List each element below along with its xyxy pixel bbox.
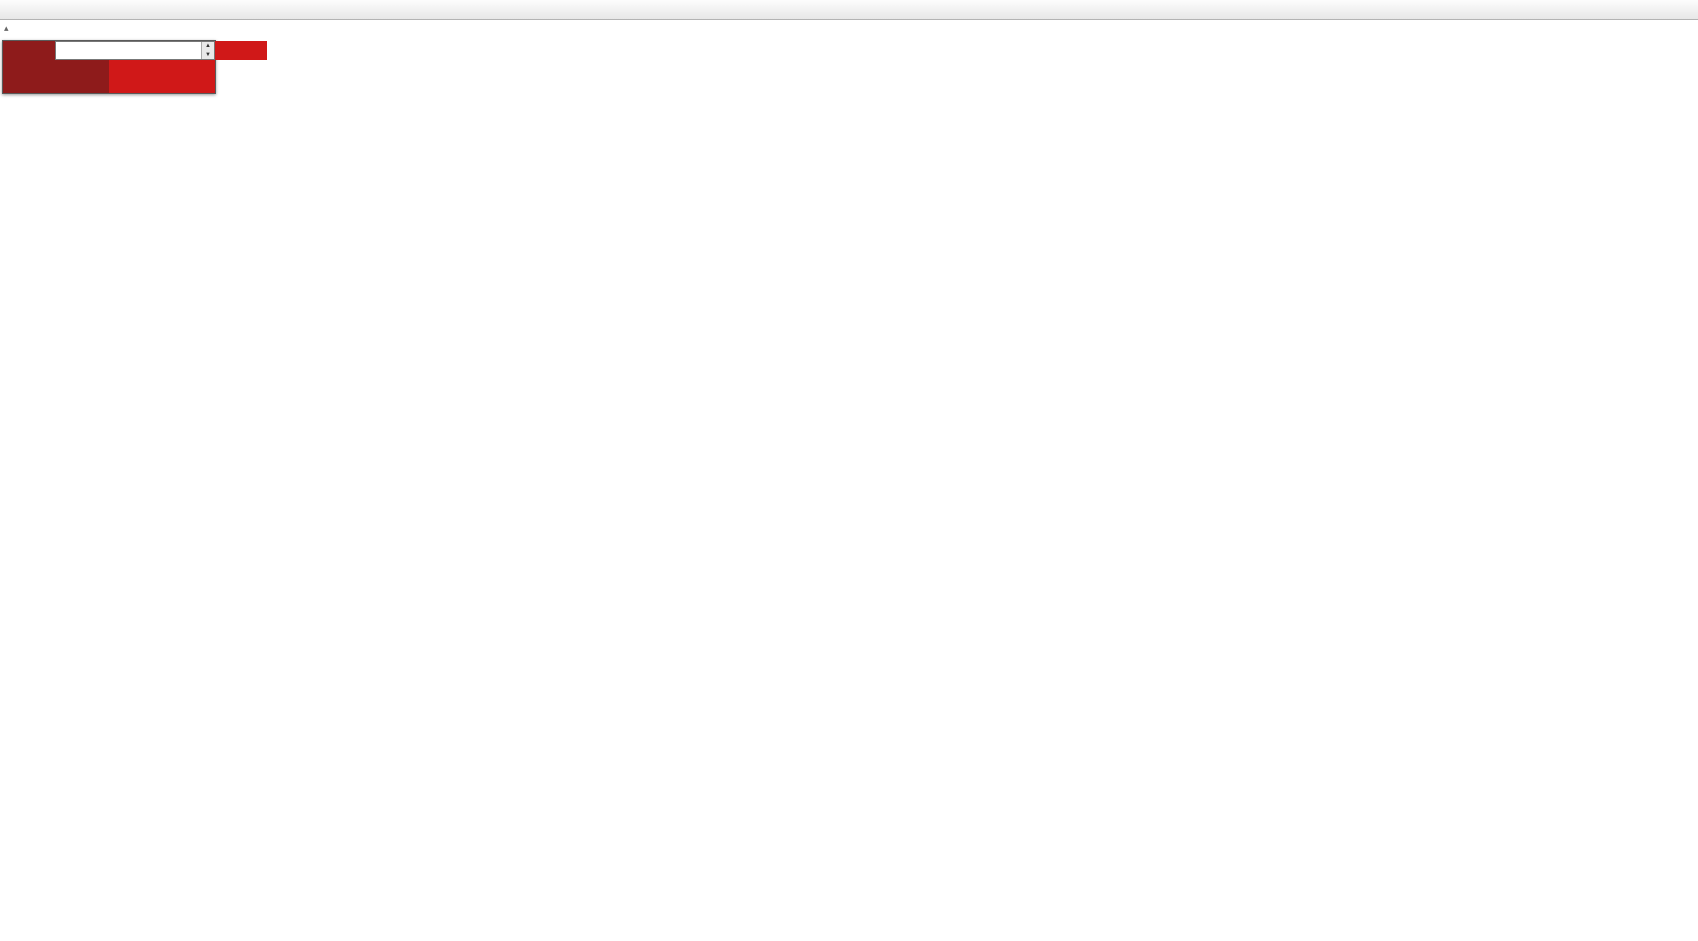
top-toolbar (0, 0, 1698, 20)
volume-field: ▲ ▼ (55, 41, 215, 60)
chart-ohlc-readout: ▴ (4, 23, 21, 34)
volume-input[interactable] (56, 42, 201, 59)
one-click-collapse-arrow[interactable]: ▴ (4, 23, 9, 33)
buy-price-button[interactable] (109, 60, 215, 93)
volume-down-icon[interactable]: ▼ (202, 50, 214, 59)
sell-price-button[interactable] (3, 60, 109, 93)
one-click-trading-panel: ▲ ▼ (2, 40, 267, 94)
sell-button[interactable] (3, 41, 55, 60)
buy-button[interactable] (215, 41, 267, 60)
volume-up-icon[interactable]: ▲ (202, 42, 214, 51)
